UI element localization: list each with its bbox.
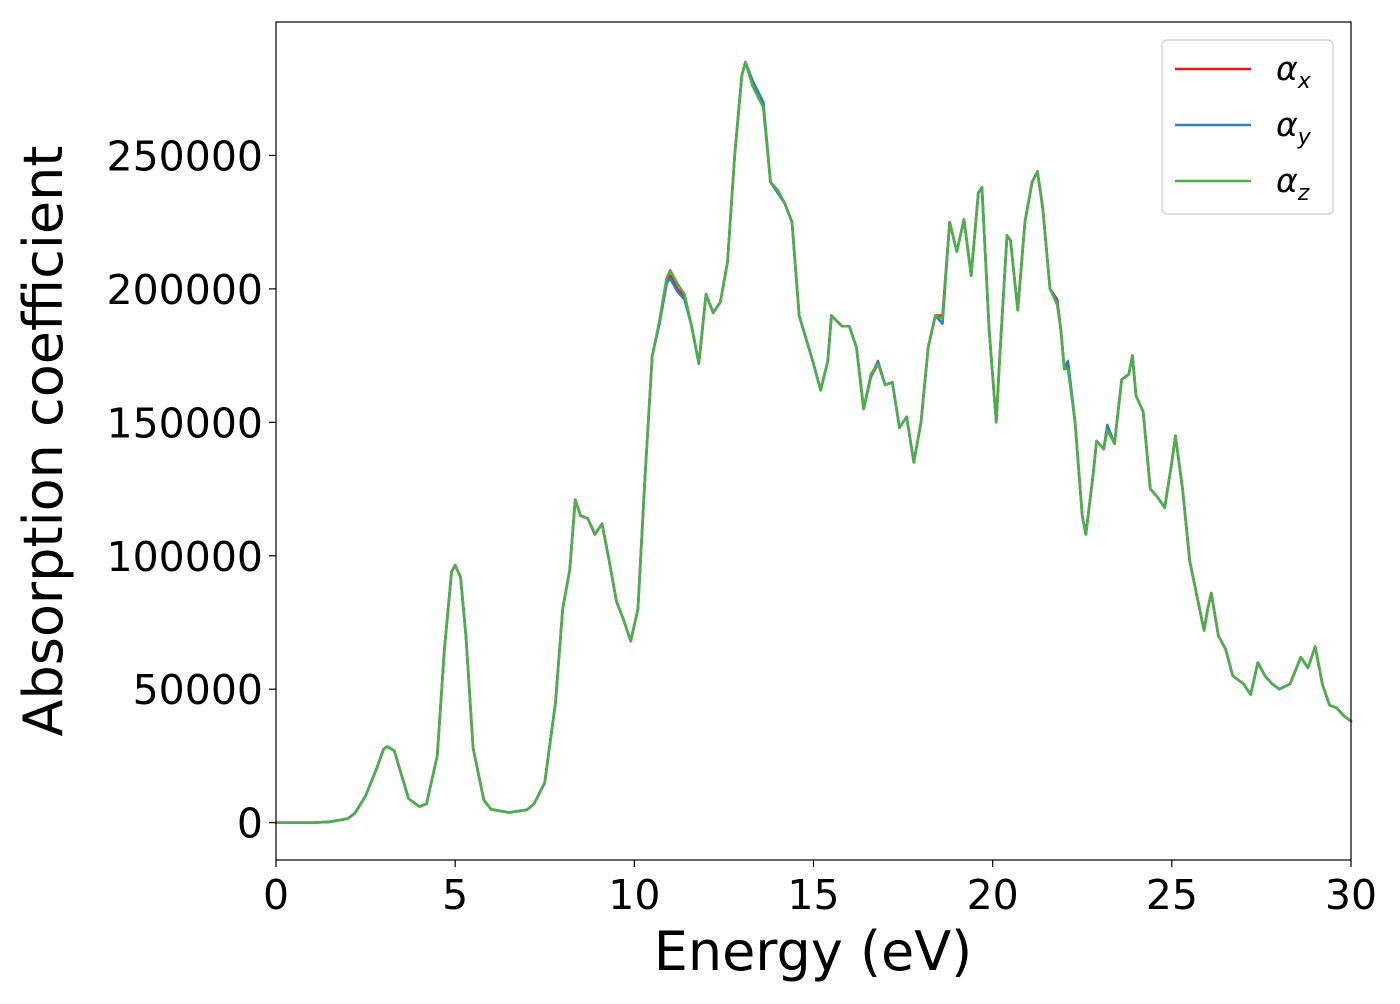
y-tick-label: 100000 xyxy=(106,533,263,581)
x-tick-label: 15 xyxy=(787,871,839,919)
x-axis-label: Energy (eV) xyxy=(654,920,973,983)
y-tick-label: 50000 xyxy=(133,666,263,714)
legend-subscript-x: x xyxy=(1297,69,1312,94)
series-line-alpha-z xyxy=(274,60,1353,824)
y-tick-label: 150000 xyxy=(106,399,263,447)
x-tick-label: 20 xyxy=(967,871,1019,919)
y-tick-label: 200000 xyxy=(106,266,263,314)
x-axis-ticks: 0 5 10 15 20 25 30 xyxy=(263,860,1377,919)
legend-subscript-z: z xyxy=(1297,181,1310,206)
series-layer xyxy=(274,60,1353,824)
x-tick-label: 25 xyxy=(1146,871,1198,919)
x-tick-label: 30 xyxy=(1325,871,1377,919)
y-axis-ticks: 0 50000 100000 150000 200000 250000 xyxy=(106,132,276,848)
x-tick-label: 10 xyxy=(608,871,660,919)
x-tick-label: 0 xyxy=(263,871,289,919)
legend-subscript-y: y xyxy=(1297,125,1312,150)
legend-box xyxy=(1161,39,1334,215)
y-tick-label: 250000 xyxy=(106,132,263,180)
x-tick-label: 5 xyxy=(442,871,468,919)
y-tick-label: 0 xyxy=(237,800,263,848)
y-axis-label: Absorption coefficient xyxy=(12,146,75,737)
